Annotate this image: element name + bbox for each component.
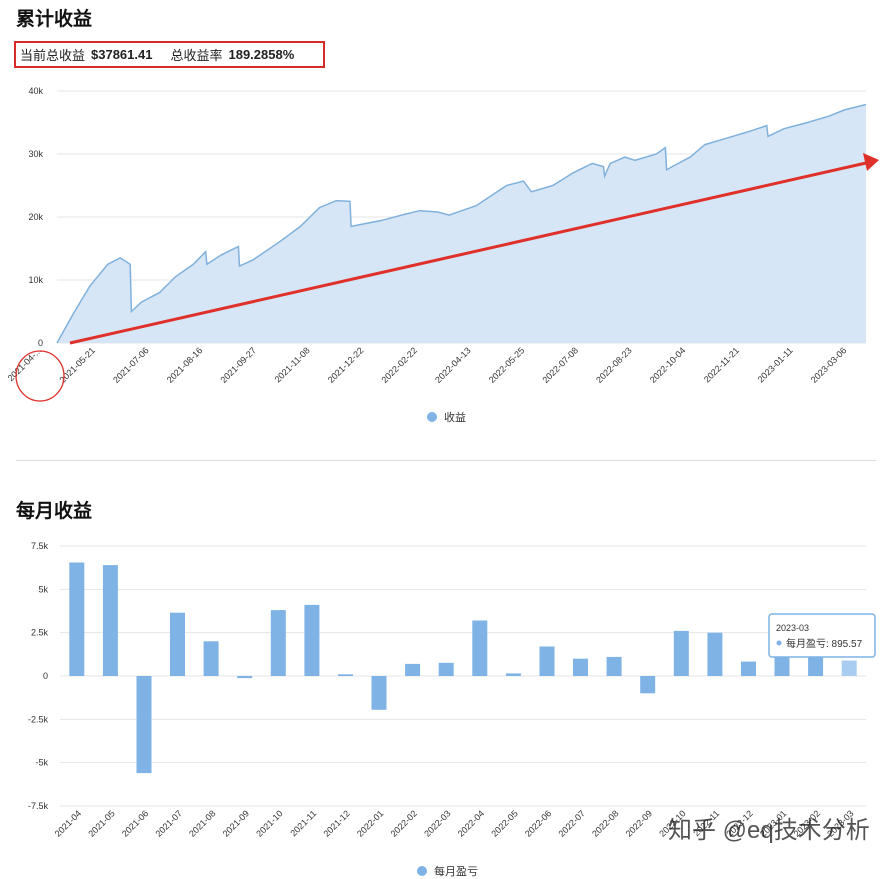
bar[interactable] (338, 674, 353, 676)
x-tick-label: 2021-12 (321, 808, 351, 838)
x-tick-label: 2022-01 (355, 808, 385, 838)
tooltip-marker-icon (776, 640, 782, 646)
x-tick-label: 2021-11 (288, 808, 318, 838)
monthly-bars (69, 562, 857, 774)
monthly-grid (60, 545, 866, 807)
bar[interactable] (102, 565, 118, 676)
current-total-label: 当前总收益 (20, 48, 86, 63)
red-circle-annotation (15, 350, 65, 402)
x-tick-label: 2021-05 (86, 808, 116, 838)
bar[interactable] (472, 620, 488, 677)
cumulative-area (57, 104, 866, 343)
y-tick-label: 30k (28, 149, 43, 159)
legend-marker-icon (427, 412, 437, 422)
red-trend-arrowhead (863, 153, 879, 171)
bar[interactable] (573, 658, 588, 676)
x-tick-label: 2022-09 (624, 808, 654, 838)
bar[interactable] (673, 630, 689, 676)
bar[interactable] (438, 662, 454, 676)
legend-label-profit: 收益 (444, 410, 466, 424)
x-tick-label: 2021-08 (187, 808, 217, 838)
total-rate-label: 总收益率 (170, 48, 223, 63)
y-tick-label: 10k (28, 275, 43, 285)
bar[interactable] (741, 661, 756, 676)
bar[interactable] (640, 676, 656, 694)
bar[interactable] (136, 676, 152, 774)
bar[interactable] (170, 612, 185, 676)
x-tick-label: 2022-08 (590, 808, 620, 838)
bar[interactable] (237, 676, 253, 679)
monthly-y-axis: -7.5k -5k -2.5k 0 2.5k 5k 7.5k (28, 541, 49, 811)
cumulative-title: 累计收益 (16, 9, 93, 30)
bar[interactable] (371, 676, 387, 710)
y-tick-label: 20k (28, 212, 43, 222)
x-tick-label: 2021-06 (120, 808, 150, 838)
legend-marker-icon (417, 866, 427, 876)
x-tick-label: 2022-03 (422, 808, 452, 838)
current-total-value: $37861.41 (91, 47, 153, 62)
tooltip-value: 每月盈亏: 895.57 (786, 637, 863, 650)
watermark: 知乎 @eq技术分析 (668, 817, 870, 844)
bar[interactable] (841, 660, 857, 677)
bar[interactable] (707, 632, 723, 676)
legend-label-monthly: 每月盈亏 (434, 864, 478, 878)
x-tick-label: 2022-05 (489, 808, 519, 838)
bar[interactable] (270, 610, 286, 676)
tooltip-date: 2023-03 (776, 623, 809, 633)
x-tick-label: 2021-09 (221, 808, 251, 838)
y-tick-label: 40k (28, 86, 43, 96)
bar[interactable] (505, 673, 521, 676)
y-tick-label: 0 (38, 338, 43, 348)
monthly-title: 每月收益 (16, 501, 93, 522)
x-tick-label: 2021-10 (254, 808, 284, 838)
monthly-tooltip: 2023-03 每月盈亏: 895.57 (768, 613, 876, 658)
total-rate-value: 189.2858% (228, 47, 295, 62)
y-tick-label: 0 (43, 671, 48, 681)
bar[interactable] (808, 651, 824, 676)
cumulative-y-axis: 0 10k 20k 30k 40k (28, 86, 43, 348)
bar[interactable] (606, 656, 622, 676)
y-tick-label: 2.5k (31, 628, 49, 638)
bar[interactable] (69, 562, 85, 677)
cumulative-line (56, 103, 867, 344)
y-tick-label: -5k (35, 758, 48, 768)
x-tick-label: 2021-04 (53, 808, 83, 838)
x-tick-label: 2021-07 (154, 808, 184, 838)
summary-box: 当前总收益 $37861.41 总收益率 189.2858% (14, 41, 325, 68)
y-tick-label: 7.5k (31, 541, 49, 551)
cumulative-legend[interactable]: 收益 (427, 410, 466, 424)
x-tick-label: 2022-02 (389, 808, 419, 838)
bar[interactable] (304, 604, 320, 676)
y-tick-label: 5k (38, 584, 48, 594)
y-tick-label: -2.5k (28, 714, 49, 724)
bar[interactable] (774, 651, 790, 676)
monthly-legend[interactable]: 每月盈亏 (417, 864, 478, 878)
bar[interactable] (405, 663, 421, 676)
x-tick-label: 2022-06 (523, 808, 553, 838)
x-tick-label: 2022-07 (557, 808, 587, 838)
bar[interactable] (539, 646, 555, 677)
bar[interactable] (203, 641, 219, 676)
red-trend-arrow-line (69, 161, 867, 345)
section-divider (16, 460, 876, 461)
x-tick-label: 2022-04 (456, 808, 486, 838)
y-tick-label: -7.5k (28, 801, 49, 811)
